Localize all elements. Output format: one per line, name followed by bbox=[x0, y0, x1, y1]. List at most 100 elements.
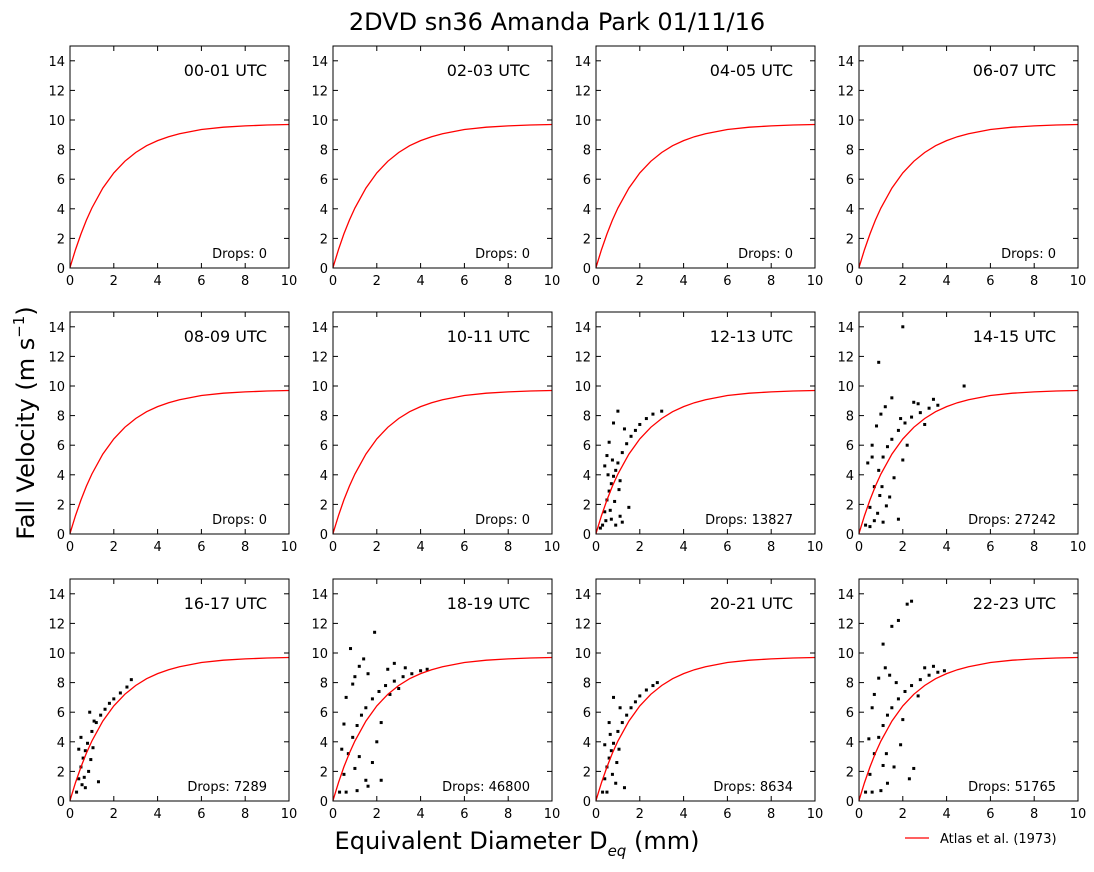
y-tick-label: 12 bbox=[48, 617, 65, 632]
drop-point bbox=[370, 761, 374, 765]
y-tick-label: 6 bbox=[846, 439, 854, 454]
x-tick-label: 0 bbox=[329, 807, 337, 822]
drops-count: Drops: 0 bbox=[212, 513, 267, 528]
x-tick-label: 2 bbox=[899, 807, 907, 822]
panel-title: 04-05 UTC bbox=[710, 61, 793, 80]
drop-point bbox=[892, 476, 896, 480]
drop-point bbox=[351, 735, 355, 739]
panel-frame bbox=[858, 578, 1079, 802]
x-tick-label: 10 bbox=[1070, 274, 1087, 289]
drop-point bbox=[942, 669, 946, 673]
drop-point bbox=[379, 721, 383, 725]
panel-background bbox=[596, 579, 815, 801]
y-tick-label: 10 bbox=[48, 647, 65, 662]
drop-point bbox=[936, 403, 940, 407]
drop-point bbox=[340, 747, 344, 751]
atlas-curve bbox=[858, 389, 1079, 534]
x-tick-label: 8 bbox=[241, 540, 249, 555]
drop-point bbox=[82, 775, 86, 779]
y-tick-label: 12 bbox=[311, 617, 328, 632]
drop-point bbox=[881, 724, 885, 728]
drops-count: Drops: 0 bbox=[475, 247, 530, 262]
drop-point bbox=[660, 409, 664, 413]
panel-background bbox=[596, 312, 815, 534]
panel-frame bbox=[69, 311, 290, 535]
drop-point bbox=[603, 743, 607, 747]
y-tick-label: 12 bbox=[48, 84, 65, 99]
y-tick-label: 8 bbox=[320, 677, 328, 692]
drop-point bbox=[353, 675, 357, 679]
drop-point bbox=[620, 520, 624, 524]
drop-point bbox=[366, 672, 370, 676]
panel-frame bbox=[332, 578, 553, 802]
y-tick-label: 8 bbox=[57, 410, 65, 425]
drop-point bbox=[373, 630, 377, 634]
y-tick-label: 2 bbox=[320, 498, 328, 513]
drop-point bbox=[870, 706, 874, 710]
x-tick-label: 2 bbox=[110, 807, 118, 822]
y-tick-label: 2 bbox=[583, 232, 591, 247]
drop-point bbox=[896, 697, 900, 701]
drops-count: Drops: 13827 bbox=[705, 513, 793, 528]
x-tick-label: 2 bbox=[636, 540, 644, 555]
drop-point bbox=[877, 468, 881, 472]
drop-point bbox=[610, 772, 614, 776]
drop-point bbox=[868, 505, 872, 509]
y-tick-label: 14 bbox=[837, 55, 854, 70]
panel-frame bbox=[69, 578, 290, 802]
drop-point bbox=[864, 523, 868, 527]
drop-point bbox=[629, 434, 633, 438]
y-tick-label: 0 bbox=[320, 795, 328, 810]
drop-point bbox=[386, 667, 390, 671]
drop-point bbox=[901, 718, 905, 722]
x-tick-label: 8 bbox=[241, 274, 249, 289]
drop-point bbox=[379, 778, 383, 782]
y-tick-label: 10 bbox=[574, 647, 591, 662]
drop-point bbox=[608, 508, 612, 512]
drop-point bbox=[868, 525, 872, 529]
y-tick-label: 4 bbox=[846, 469, 854, 484]
drop-point bbox=[927, 406, 931, 410]
drop-point bbox=[617, 488, 621, 492]
y-tick-label: 6 bbox=[57, 706, 65, 721]
panel-background bbox=[70, 46, 289, 268]
drop-point bbox=[896, 618, 900, 622]
y-tick-label: 6 bbox=[57, 439, 65, 454]
x-axis-label-main: Equivalent Diameter D bbox=[335, 827, 608, 855]
drop-point bbox=[903, 689, 907, 693]
y-tick-label: 4 bbox=[846, 203, 854, 218]
panel-title: 22-23 UTC bbox=[973, 594, 1056, 613]
y-tick-label: 6 bbox=[846, 706, 854, 721]
x-tick-label: 0 bbox=[855, 274, 863, 289]
x-axis-label-subscript: eq bbox=[608, 842, 627, 860]
legend-label: Atlas et al. (1973) bbox=[940, 832, 1057, 847]
drop-point bbox=[87, 769, 91, 773]
drop-point bbox=[884, 752, 888, 756]
panel-6: 0 2 4 6 8 10 0 2 4 6 8 10 12 14 10-11 UTC Drops: 0 bbox=[311, 311, 560, 555]
y-tick-label: 14 bbox=[837, 321, 854, 336]
drop-point bbox=[607, 756, 611, 760]
y-tick-label: 8 bbox=[57, 677, 65, 692]
x-tick-label: 0 bbox=[66, 807, 74, 822]
drop-point bbox=[878, 494, 882, 498]
drop-point bbox=[872, 692, 876, 696]
panel-frame bbox=[858, 311, 1079, 535]
drop-point bbox=[876, 511, 880, 515]
y-tick-label: 0 bbox=[57, 795, 65, 810]
drop-point bbox=[614, 781, 618, 785]
panel-title: 16-17 UTC bbox=[184, 594, 267, 613]
drop-point bbox=[410, 672, 414, 676]
atlas-curve bbox=[332, 656, 553, 801]
panel-title: 08-09 UTC bbox=[184, 327, 267, 346]
drop-point bbox=[651, 684, 655, 688]
drop-point bbox=[357, 664, 361, 668]
y-tick-label: 14 bbox=[574, 588, 591, 603]
x-tick-label: 6 bbox=[460, 540, 468, 555]
x-tick-label: 0 bbox=[66, 274, 74, 289]
drop-point bbox=[627, 505, 631, 509]
panel-title: 06-07 UTC bbox=[973, 61, 1056, 80]
panel-1: 0 2 4 6 8 10 0 2 4 6 8 10 12 14 00-01 UTC Drops: 0 bbox=[48, 45, 297, 289]
drop-point bbox=[620, 451, 624, 455]
x-tick-label: 4 bbox=[942, 540, 950, 555]
y-tick-label: 10 bbox=[574, 380, 591, 395]
